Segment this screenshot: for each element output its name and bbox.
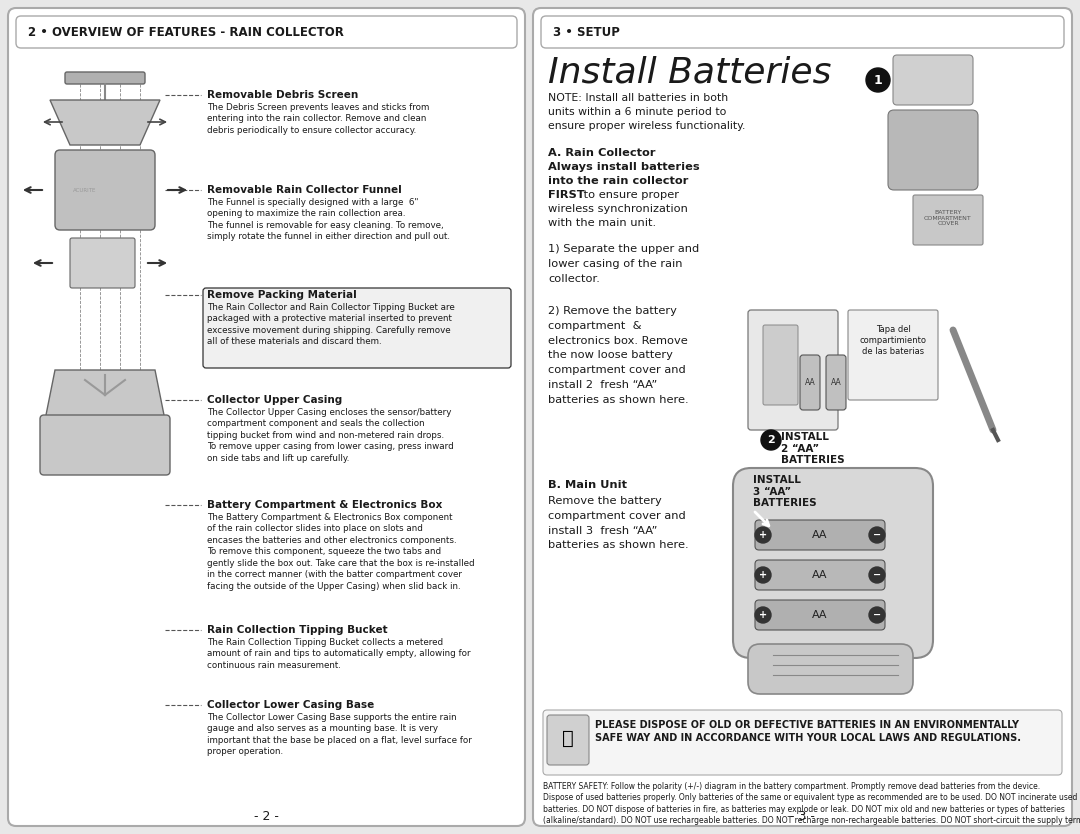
Text: INSTALL
2 “AA”
BATTERIES: INSTALL 2 “AA” BATTERIES	[781, 432, 845, 465]
Text: Remove Packing Material: Remove Packing Material	[207, 290, 356, 300]
Text: +: +	[759, 530, 767, 540]
Text: AA: AA	[812, 610, 827, 620]
FancyBboxPatch shape	[40, 415, 170, 475]
Text: −: −	[873, 610, 881, 620]
FancyBboxPatch shape	[546, 715, 589, 765]
Text: 1: 1	[874, 73, 882, 87]
FancyBboxPatch shape	[65, 72, 145, 84]
Text: AA: AA	[812, 570, 827, 580]
FancyBboxPatch shape	[534, 8, 1072, 826]
Text: - 3 -: - 3 -	[791, 810, 815, 822]
Text: Collector Lower Casing Base: Collector Lower Casing Base	[207, 700, 375, 710]
FancyBboxPatch shape	[826, 355, 846, 410]
Text: The Collector Upper Casing encloses the sensor/battery
compartment component and: The Collector Upper Casing encloses the …	[207, 408, 454, 463]
Text: The Battery Compartment & Electronics Box component
of the rain collector slides: The Battery Compartment & Electronics Bo…	[207, 513, 474, 590]
Text: with the main unit.: with the main unit.	[548, 218, 657, 228]
Circle shape	[869, 527, 885, 543]
Circle shape	[869, 607, 885, 623]
Text: The Debris Screen prevents leaves and sticks from
entering into the rain collect: The Debris Screen prevents leaves and st…	[207, 103, 430, 135]
FancyBboxPatch shape	[748, 644, 913, 694]
Circle shape	[755, 527, 771, 543]
Text: - 2 -: - 2 -	[254, 810, 279, 822]
Circle shape	[755, 567, 771, 583]
Text: The Rain Collection Tipping Bucket collects a metered
amount of rain and tips to: The Rain Collection Tipping Bucket colle…	[207, 638, 471, 670]
Circle shape	[866, 68, 890, 92]
Circle shape	[761, 430, 781, 450]
Text: AA: AA	[812, 530, 827, 540]
Text: Install Batteries: Install Batteries	[548, 55, 832, 89]
FancyBboxPatch shape	[748, 310, 838, 430]
FancyBboxPatch shape	[70, 238, 135, 288]
Text: The Funnel is specially designed with a large  6"
opening to maximize the rain c: The Funnel is specially designed with a …	[207, 198, 450, 241]
Text: −: −	[873, 570, 881, 580]
Text: AA: AA	[831, 378, 841, 386]
Text: BATTERY SAFETY: Follow the polarity (+/-) diagram in the battery compartment. Pr: BATTERY SAFETY: Follow the polarity (+/-…	[543, 782, 1080, 826]
Text: B. Main Unit: B. Main Unit	[548, 480, 627, 490]
Text: wireless synchronization: wireless synchronization	[548, 204, 688, 214]
Text: BATTERY
COMPARTMENT
COVER: BATTERY COMPARTMENT COVER	[924, 209, 972, 226]
FancyBboxPatch shape	[733, 468, 933, 658]
Circle shape	[869, 567, 885, 583]
Text: FIRST: FIRST	[548, 190, 584, 200]
Text: PLEASE DISPOSE OF OLD OR DEFECTIVE BATTERIES IN AN ENVIRONMENTALLY
SAFE WAY AND : PLEASE DISPOSE OF OLD OR DEFECTIVE BATTE…	[595, 720, 1021, 743]
Circle shape	[755, 607, 771, 623]
Text: Battery Compartment & Electronics Box: Battery Compartment & Electronics Box	[207, 500, 443, 510]
FancyBboxPatch shape	[800, 355, 820, 410]
Polygon shape	[45, 370, 165, 420]
Text: Removable Debris Screen: Removable Debris Screen	[207, 90, 359, 100]
Text: 2 • OVERVIEW OF FEATURES - RAIN COLLECTOR: 2 • OVERVIEW OF FEATURES - RAIN COLLECTO…	[28, 26, 343, 38]
FancyBboxPatch shape	[8, 8, 525, 826]
FancyBboxPatch shape	[848, 310, 939, 400]
Text: AA: AA	[805, 378, 815, 386]
FancyBboxPatch shape	[543, 710, 1062, 775]
Text: INSTALL
3 “AA”
BATTERIES: INSTALL 3 “AA” BATTERIES	[753, 475, 816, 508]
FancyBboxPatch shape	[762, 325, 798, 405]
Text: The Collector Lower Casing Base supports the entire rain
gauge and also serves a: The Collector Lower Casing Base supports…	[207, 713, 472, 756]
FancyBboxPatch shape	[755, 560, 885, 590]
FancyBboxPatch shape	[893, 55, 973, 105]
Text: NOTE: Install all batteries in both
units within a 6 minute period to
ensure pro: NOTE: Install all batteries in both unit…	[548, 93, 745, 131]
Text: Always install batteries: Always install batteries	[548, 162, 700, 172]
Text: to ensure proper: to ensure proper	[580, 190, 679, 200]
Text: +: +	[759, 610, 767, 620]
Text: +: +	[759, 570, 767, 580]
Text: −: −	[873, 530, 881, 540]
Text: A. Rain Collector: A. Rain Collector	[548, 148, 656, 158]
FancyBboxPatch shape	[55, 150, 156, 230]
FancyBboxPatch shape	[888, 110, 978, 190]
Text: Remove the battery
compartment cover and
install 3  fresh “AA”
batteries as show: Remove the battery compartment cover and…	[548, 496, 689, 550]
FancyBboxPatch shape	[913, 195, 983, 245]
Text: Removable Rain Collector Funnel: Removable Rain Collector Funnel	[207, 185, 402, 195]
Text: 🔋: 🔋	[562, 729, 573, 747]
Text: 2) Remove the battery
compartment  &
electronics box. Remove
the now loose batte: 2) Remove the battery compartment & elec…	[548, 306, 689, 404]
Text: The Rain Collector and Rain Collector Tipping Bucket are
packaged with a protect: The Rain Collector and Rain Collector Ti…	[207, 303, 455, 346]
Text: 3 • SETUP: 3 • SETUP	[553, 26, 620, 38]
Text: into the rain collector: into the rain collector	[548, 176, 688, 186]
FancyBboxPatch shape	[203, 288, 511, 368]
FancyBboxPatch shape	[755, 600, 885, 630]
Text: 1) Separate the upper and
lower casing of the rain
collector.: 1) Separate the upper and lower casing o…	[548, 244, 699, 284]
Polygon shape	[50, 100, 160, 145]
Text: Rain Collection Tipping Bucket: Rain Collection Tipping Bucket	[207, 625, 388, 635]
Text: 2: 2	[767, 435, 774, 445]
Text: Collector Upper Casing: Collector Upper Casing	[207, 395, 342, 405]
FancyBboxPatch shape	[541, 16, 1064, 48]
Text: Tapa del
compartimiento
de las baterias: Tapa del compartimiento de las baterias	[860, 325, 927, 356]
FancyBboxPatch shape	[16, 16, 517, 48]
Text: ACURITE: ACURITE	[73, 188, 97, 193]
FancyBboxPatch shape	[755, 520, 885, 550]
